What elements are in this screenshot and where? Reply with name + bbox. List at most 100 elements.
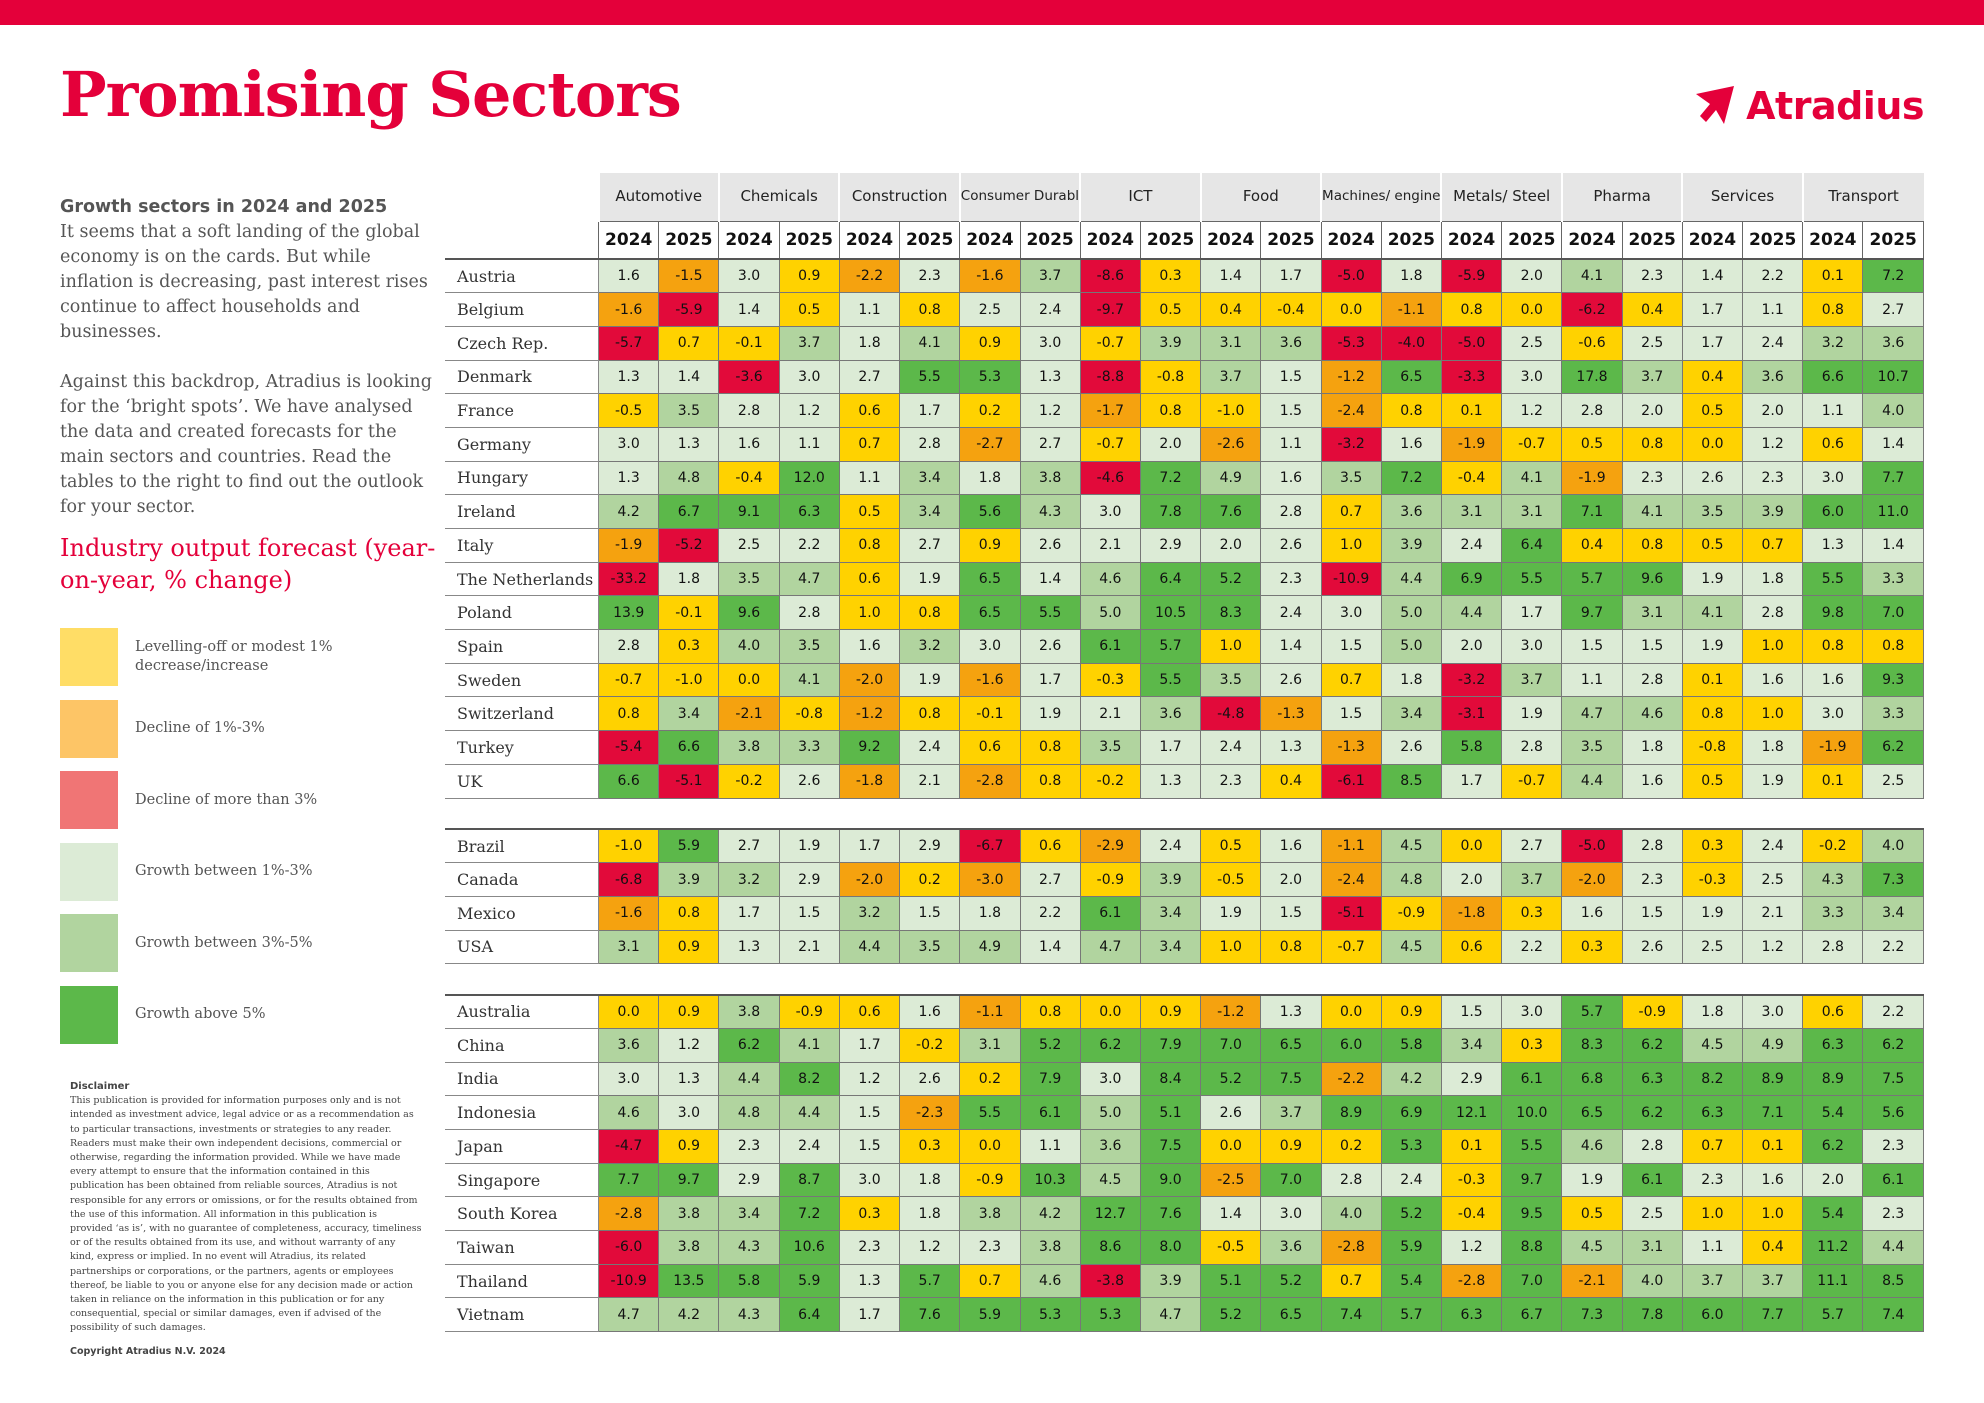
year-header: 2025 bbox=[1139, 220, 1202, 260]
value-cell: -3.2 bbox=[1440, 662, 1503, 698]
value-cell: 0.3 bbox=[838, 1196, 901, 1232]
value-cell: 4.7 bbox=[1079, 929, 1141, 965]
value-cell: 6.2 bbox=[1621, 1027, 1683, 1063]
value-cell: 6.5 bbox=[959, 595, 1021, 631]
country-label: Taiwan bbox=[445, 1230, 600, 1265]
value-cell: 7.0 bbox=[1501, 1263, 1563, 1299]
value-cell: 3.3 bbox=[1862, 561, 1924, 597]
value-cell: 5.5 bbox=[899, 359, 961, 395]
legend-item: Growth between 1%-3% bbox=[60, 842, 440, 901]
value-cell: 3.5 bbox=[718, 561, 780, 597]
value-cell: 5.6 bbox=[959, 494, 1021, 529]
value-cell: 0.8 bbox=[899, 292, 961, 327]
country-label: Poland bbox=[445, 595, 600, 631]
value-cell: 1.7 bbox=[1019, 662, 1081, 698]
value-cell: 0.6 bbox=[1019, 828, 1081, 864]
value-cell: 5.8 bbox=[718, 1263, 780, 1299]
value-cell: 3.9 bbox=[1139, 1263, 1202, 1299]
value-cell: 6.0 bbox=[1681, 1297, 1744, 1333]
value-cell: 3.7 bbox=[1681, 1263, 1744, 1299]
value-cell: 6.6 bbox=[658, 730, 720, 765]
value-cell: 4.1 bbox=[1621, 494, 1683, 529]
value-cell: 2.3 bbox=[1621, 862, 1683, 897]
value-cell: 1.8 bbox=[838, 325, 901, 361]
value-cell: -1.6 bbox=[598, 292, 660, 327]
value-cell: 2.4 bbox=[778, 1129, 840, 1164]
value-cell: 1.6 bbox=[838, 629, 901, 664]
value-cell: 5.5 bbox=[1019, 595, 1081, 631]
value-cell: 4.7 bbox=[778, 561, 840, 597]
value-cell: 4.8 bbox=[1380, 862, 1442, 897]
value-cell: 3.9 bbox=[658, 862, 720, 897]
value-cell: 6.6 bbox=[598, 763, 660, 799]
value-cell: 4.4 bbox=[838, 929, 901, 965]
value-cell: 0.5 bbox=[1681, 763, 1744, 799]
value-cell: 3.4 bbox=[1380, 696, 1442, 732]
value-cell: 2.8 bbox=[1621, 1129, 1683, 1164]
value-cell: 4.0 bbox=[1862, 828, 1924, 864]
value-cell: 0.6 bbox=[959, 730, 1021, 765]
value-cell: 6.3 bbox=[1621, 1061, 1683, 1097]
value-cell: 0.3 bbox=[899, 1129, 961, 1164]
value-cell: 1.1 bbox=[838, 292, 901, 327]
table-row: The Netherlands -33.2 1.8 3.5 4.7 0.6 1.9 6.5 1.… bbox=[445, 561, 1924, 597]
table-row: Turkey -5.4 6.6 3.8 3.3 9.2 2.4 0.6 0.8 3.5 1.7 2.4… bbox=[445, 730, 1924, 765]
value-cell: 1.9 bbox=[1561, 1162, 1623, 1198]
value-cell: 1.7 bbox=[1681, 325, 1744, 361]
value-cell: -1.8 bbox=[1440, 895, 1503, 931]
value-cell: 0.7 bbox=[658, 325, 720, 361]
value-cell: 3.2 bbox=[1802, 325, 1864, 361]
value-cell: 3.1 bbox=[1501, 494, 1563, 529]
value-cell: 2.3 bbox=[1621, 258, 1683, 294]
value-cell: 3.7 bbox=[1742, 1263, 1804, 1299]
value-cell: 4.4 bbox=[718, 1061, 780, 1097]
value-cell: 8.2 bbox=[1681, 1061, 1744, 1097]
value-cell: -3.2 bbox=[1320, 426, 1382, 462]
year-header: 2024 bbox=[1681, 220, 1744, 260]
value-cell: 0.9 bbox=[1139, 993, 1202, 1029]
country-label: Ireland bbox=[445, 494, 600, 529]
year-header: 2024 bbox=[1561, 220, 1623, 260]
value-cell: 1.3 bbox=[598, 359, 660, 395]
value-cell: 7.4 bbox=[1862, 1297, 1924, 1333]
year-header: 2024 bbox=[959, 220, 1021, 260]
country-label: Sweden bbox=[445, 662, 600, 698]
value-cell: 1.8 bbox=[658, 561, 720, 597]
value-cell: 8.5 bbox=[1380, 763, 1442, 799]
country-label: Spain bbox=[445, 629, 600, 664]
value-cell: 1.4 bbox=[1019, 561, 1081, 597]
value-cell: 1.1 bbox=[1802, 393, 1864, 428]
country-label: Singapore bbox=[445, 1162, 600, 1198]
copyright: Copyright Atradius N.V. 2024 bbox=[70, 1346, 226, 1357]
value-cell: 1.1 bbox=[1742, 292, 1804, 327]
value-cell: 5.8 bbox=[1380, 1027, 1442, 1063]
value-cell: -2.4 bbox=[1320, 393, 1382, 428]
table-row: France -0.5 3.5 2.8 1.2 0.6 1.7 0.2 1.2 -1.7 0.8 -1… bbox=[445, 393, 1924, 428]
value-cell: 2.8 bbox=[1621, 828, 1683, 864]
value-cell: 2.8 bbox=[1802, 929, 1864, 965]
value-cell: -6.8 bbox=[598, 862, 660, 897]
table-row: Spain 2.8 0.3 4.0 3.5 1.6 3.2 3.0 2.6 6.1 5.7 1.0 1.… bbox=[445, 629, 1924, 664]
value-cell: -0.2 bbox=[1079, 763, 1141, 799]
table-row: Taiwan -6.0 3.8 4.3 10.6 2.3 1.2 2.3 3.8 8.6 8.0 -0… bbox=[445, 1230, 1924, 1265]
value-cell: 0.6 bbox=[1802, 426, 1864, 462]
forecast-table: Automotive Chemicals Construction Consumer … bbox=[445, 173, 1924, 1333]
country-label: Thailand bbox=[445, 1263, 600, 1299]
value-cell: 3.9 bbox=[1742, 494, 1804, 529]
value-cell: 3.0 bbox=[1742, 993, 1804, 1029]
value-cell: 1.7 bbox=[838, 828, 901, 864]
value-cell: -0.5 bbox=[1200, 1230, 1262, 1265]
value-cell: -2.5 bbox=[1200, 1162, 1262, 1198]
value-cell: -3.8 bbox=[1079, 1263, 1141, 1299]
value-cell: 2.6 bbox=[778, 763, 840, 799]
value-cell: 5.0 bbox=[1380, 595, 1442, 631]
value-cell: 0.9 bbox=[658, 929, 720, 965]
value-cell: 3.5 bbox=[1561, 730, 1623, 765]
value-cell: -1.9 bbox=[1802, 730, 1864, 765]
value-cell: 0.3 bbox=[1501, 1027, 1563, 1063]
value-cell: 4.6 bbox=[598, 1095, 660, 1130]
value-cell: 6.3 bbox=[1681, 1095, 1744, 1130]
value-cell: 6.1 bbox=[1501, 1061, 1563, 1097]
disclaimer-text: This publication is provided for informa… bbox=[70, 1095, 422, 1334]
value-cell: 3.4 bbox=[658, 696, 720, 732]
